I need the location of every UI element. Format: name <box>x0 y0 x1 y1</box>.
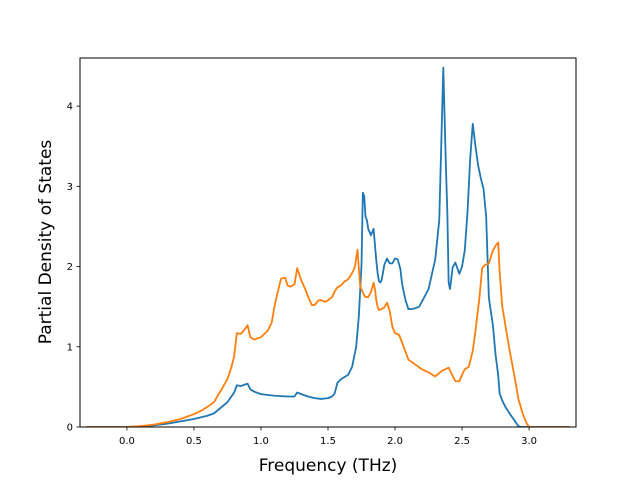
x-tick-label: 2.0 <box>387 436 403 447</box>
x-axis-ticks: 0.0 0.5 1.0 1.5 2.0 2.5 3.0 <box>119 427 537 447</box>
series-line-2 <box>86 241 570 427</box>
series-line-1 <box>86 66 570 427</box>
y-axis-ticks: 0 1 2 3 4 <box>67 102 80 434</box>
series-layer <box>86 66 570 427</box>
y-tick-label: 0 <box>67 423 73 434</box>
y-tick-label: 3 <box>67 182 73 193</box>
x-tick-label: 3.0 <box>521 436 537 447</box>
y-axis-label: Partial Density of States <box>36 140 56 345</box>
x-tick-label: 2.5 <box>454 436 470 447</box>
x-axis-label: Frequency (THz) <box>259 456 398 476</box>
x-tick-label: 0.0 <box>119 436 135 447</box>
y-tick-label: 4 <box>67 102 73 113</box>
y-tick-label: 1 <box>67 342 73 353</box>
y-tick-label: 2 <box>67 262 73 273</box>
x-tick-label: 1.0 <box>253 436 269 447</box>
x-tick-label: 1.5 <box>320 436 336 447</box>
x-tick-label: 0.5 <box>186 436 202 447</box>
